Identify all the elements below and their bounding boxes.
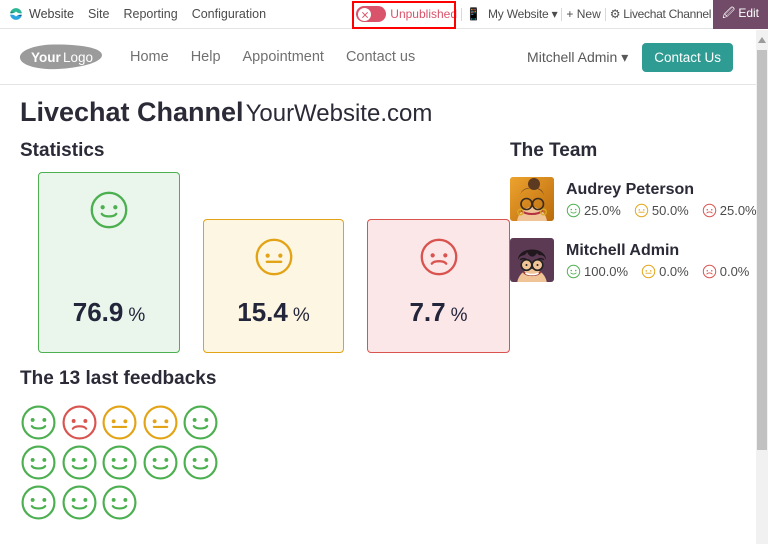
svg-text:Logo: Logo <box>63 50 93 65</box>
svg-text:Your: Your <box>31 50 61 65</box>
